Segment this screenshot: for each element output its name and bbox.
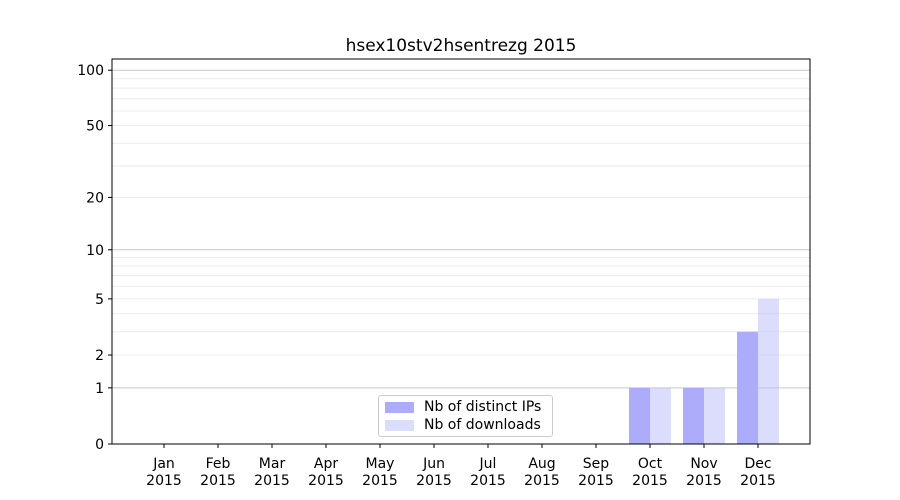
legend-label-distinct-ips: Nb of distinct IPs	[424, 399, 542, 415]
legend-swatch-distinct-ips	[385, 401, 414, 413]
bar-downloads	[704, 387, 725, 444]
x-tick-label-year: 2015	[470, 473, 506, 489]
x-tick-label-year: 2015	[740, 473, 776, 489]
y-tick-label: 1	[95, 381, 104, 397]
x-tick-label-year: 2015	[254, 473, 290, 489]
y-tick-label: 5	[95, 292, 104, 308]
bar-distinct-ips	[737, 331, 758, 444]
x-tick-label-year: 2015	[146, 473, 182, 489]
x-tick-label-year: 2015	[578, 473, 614, 489]
x-tick-label-year: 2015	[632, 473, 668, 489]
y-tick-label: 20	[86, 190, 104, 206]
x-tick-label-month: May	[366, 456, 395, 472]
legend-swatch-downloads	[385, 419, 414, 431]
x-tick-label-year: 2015	[686, 473, 722, 489]
y-tick-label: 2	[95, 348, 104, 364]
bar-downloads	[650, 387, 671, 444]
x-tick-label-year: 2015	[416, 473, 452, 489]
x-tick-label-month: Apr	[314, 456, 338, 472]
x-tick-label-month: Jul	[479, 456, 497, 472]
bar-distinct-ips	[683, 387, 704, 444]
x-tick-label-month: Aug	[528, 456, 555, 472]
legend: Nb of distinct IPs Nb of downloads	[378, 395, 553, 437]
x-tick-label-month: Dec	[744, 456, 771, 472]
x-tick-label-month: Jun	[422, 456, 445, 472]
y-tick-label: 0	[95, 437, 104, 453]
legend-item-downloads: Nb of downloads	[385, 418, 544, 432]
chart-title: hsex10stv2hsentrezg 2015	[345, 36, 577, 56]
x-tick-label-month: Jan	[152, 456, 175, 472]
x-tick-label-month: Mar	[259, 456, 286, 472]
x-tick-label-month: Oct	[638, 456, 663, 472]
legend-item-distinct-ips: Nb of distinct IPs	[385, 400, 544, 414]
x-tick-label-year: 2015	[200, 473, 236, 489]
y-tick-label: 100	[77, 63, 104, 79]
x-tick-label-year: 2015	[308, 473, 344, 489]
plot-border	[111, 58, 811, 445]
x-tick-label-month: Feb	[206, 456, 231, 472]
x-tick-label-year: 2015	[524, 473, 560, 489]
bar-distinct-ips	[629, 387, 650, 444]
x-tick-label-month: Sep	[583, 456, 610, 472]
legend-label-downloads: Nb of downloads	[424, 417, 541, 433]
y-tick-label: 50	[86, 119, 104, 135]
y-tick-label: 10	[86, 243, 104, 259]
x-tick-label-year: 2015	[362, 473, 398, 489]
x-tick-label-month: Nov	[690, 456, 717, 472]
bar-downloads	[758, 298, 779, 444]
